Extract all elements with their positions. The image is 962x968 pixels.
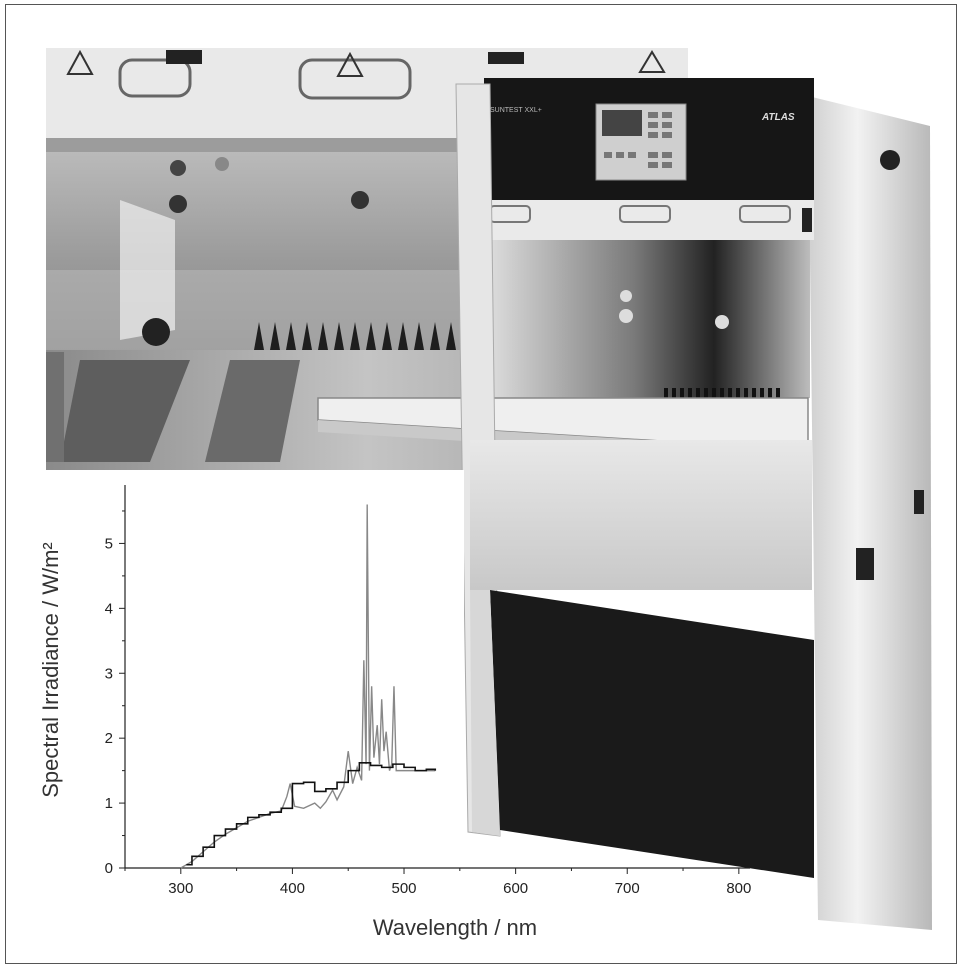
y-tick-label: 0 (105, 860, 113, 877)
y-tick-labels: 0 1 2 3 4 5 (105, 535, 113, 877)
x-tick-label: 400 (280, 880, 305, 897)
device-model-text: SUNTEST XXL+ (490, 107, 542, 114)
spectrum-chart: 300 400 500 600 700 800 0 1 2 3 4 5 Wavelength / n… (38, 470, 751, 940)
x-tick-label: 600 (503, 880, 528, 897)
y-axis-title: Spectral Irradiance / W/m² (38, 542, 63, 798)
x-tick-label: 800 (726, 880, 751, 897)
y-tick-label: 5 (105, 535, 113, 552)
device-brand-logo: ATLAS (761, 112, 795, 123)
series-line-black-step (186, 762, 437, 866)
y-tick-label: 3 (105, 665, 113, 682)
x-tick-label: 700 (615, 880, 640, 897)
y-tick-label: 2 (105, 730, 113, 747)
chart-series (180, 504, 437, 869)
x-tick-labels: 300 400 500 600 700 800 (168, 880, 751, 897)
y-tick-label: 4 (105, 600, 113, 617)
chart-axes (119, 485, 750, 874)
x-tick-label: 500 (392, 880, 417, 897)
x-axis-title: Wavelength / nm (373, 915, 537, 940)
x-tick-label: 300 (168, 880, 193, 897)
y-tick-label: 1 (105, 795, 113, 812)
device-photo: SUNTEST XXL+ ATLAS (317, 78, 932, 930)
